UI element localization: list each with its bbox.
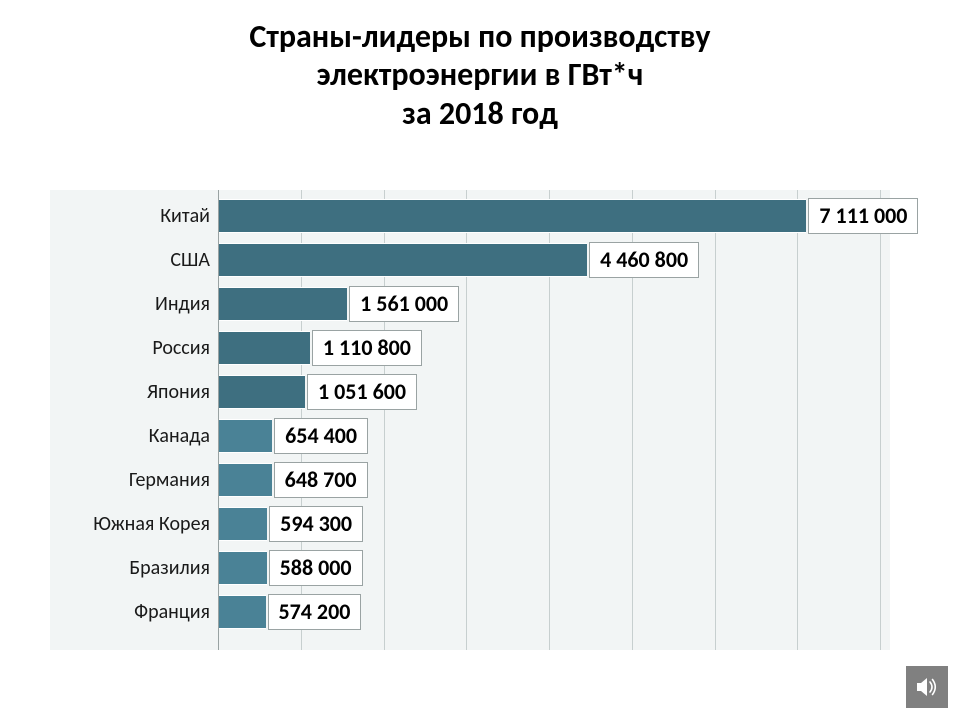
title-line-3: за 2018 год (0, 95, 960, 133)
category-label: Бразилия (129, 556, 210, 580)
bar-row: Германия648 700 (218, 458, 880, 502)
bar (218, 287, 347, 321)
bar-row: Канада654 400 (218, 414, 880, 458)
bar (218, 551, 267, 585)
category-label: Германия (129, 468, 210, 492)
value-label: 588 000 (269, 550, 363, 586)
slide: { "title": { "line1": "Страны-лидеры по … (0, 0, 960, 720)
category-label: Япония (147, 380, 210, 404)
value-label: 1 561 000 (349, 286, 459, 322)
bar (218, 463, 272, 497)
value-label: 654 400 (274, 418, 368, 454)
bar-row: Индия1 561 000 (218, 282, 880, 326)
value-label: 7 111 000 (808, 198, 918, 234)
bar (218, 595, 266, 629)
category-label: Южная Корея (93, 512, 210, 536)
bar (218, 199, 806, 233)
bar (218, 243, 587, 277)
gridline (880, 190, 881, 650)
bar-row: Япония1 051 600 (218, 370, 880, 414)
bar (218, 507, 267, 541)
bar-row: Франция574 200 (218, 590, 880, 634)
category-label: Индия (155, 292, 210, 316)
category-label: Россия (152, 336, 210, 360)
bar (218, 331, 310, 365)
bar (218, 375, 305, 409)
category-label: Франция (134, 600, 210, 624)
bar-row: Бразилия588 000 (218, 546, 880, 590)
value-label: 594 300 (269, 506, 363, 542)
value-label: 4 460 800 (589, 242, 699, 278)
title-line-1: Страны-лидеры по производству (0, 18, 960, 56)
plot-area: Китай7 111 000США4 460 800Индия1 561 000… (218, 190, 880, 650)
value-label: 1 110 800 (312, 330, 422, 366)
value-label: 574 200 (268, 594, 362, 630)
value-label: 1 051 600 (307, 374, 417, 410)
bar-row: Южная Корея594 300 (218, 502, 880, 546)
title-line-2: электроэнергии в ГВт*ч (0, 56, 960, 94)
bar (218, 419, 272, 453)
category-label: Канада (149, 424, 210, 448)
value-label: 648 700 (274, 462, 368, 498)
y-axis-line (218, 190, 219, 650)
chart-title: Страны-лидеры по производству электроэне… (0, 0, 960, 133)
chart-area: Китай7 111 000США4 460 800Индия1 561 000… (50, 190, 890, 650)
bar-row: Россия1 110 800 (218, 326, 880, 370)
bar-row: США4 460 800 (218, 238, 880, 282)
category-label: США (170, 248, 210, 272)
bar-row: Китай7 111 000 (218, 194, 880, 238)
speaker-icon (914, 674, 940, 700)
audio-button[interactable] (906, 666, 948, 708)
category-label: Китай (160, 204, 210, 228)
